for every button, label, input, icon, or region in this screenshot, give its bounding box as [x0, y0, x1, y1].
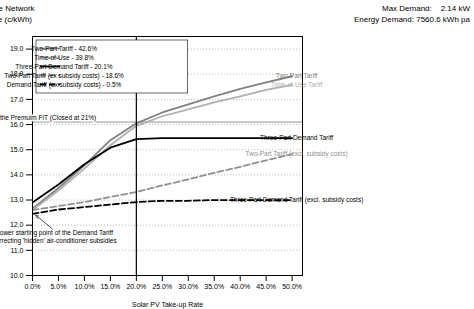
svg-text:0.0%: 0.0% — [25, 283, 41, 290]
svg-text:Energy Demand: 7560.6 kWh pa: Energy Demand: 7560.6 kWh pa — [354, 15, 471, 24]
svg-text:5.0%: 5.0% — [50, 283, 66, 290]
svg-text:15.0: 15.0 — [10, 146, 24, 153]
svg-text:Two-Part Tariff (excl. subsidy: Two-Part Tariff (excl. subsidy costs) — [246, 150, 348, 158]
svg-text:10.0: 10.0 — [10, 272, 24, 279]
svg-text:10.0%: 10.0% — [74, 283, 94, 290]
svg-text:Time-of-Use - 39.8%: Time-of-Use - 39.8% — [34, 54, 94, 61]
svg-text:Solar PV Take-up Rate: Solar PV Take-up Rate — [132, 301, 203, 309]
svg-text:35.0%: 35.0% — [204, 283, 224, 290]
svg-text:Demand Tariff (ex subsidy cost: Demand Tariff (ex subsidy costs) - 0.5% — [7, 81, 122, 89]
svg-text:Two-Part Tariff - 42.6%: Two-Part Tariff - 42.6% — [31, 45, 97, 52]
svg-text:25.0%: 25.0% — [152, 283, 172, 290]
svg-text:Max Demand: 2.14 kW: Max Demand: 2.14 kW — [382, 4, 470, 13]
svg-text:15.0%: 15.0% — [100, 283, 120, 290]
svg-text:14.0: 14.0 — [10, 171, 24, 178]
svg-text:Two-Part Tariff (ex subsidy co: Two-Part Tariff (ex subsidy costs) - 18.… — [4, 72, 124, 80]
svg-text:16.0: 16.0 — [10, 121, 24, 128]
svg-text:30.0%: 30.0% — [178, 283, 198, 290]
svg-text:20.0%: 20.0% — [126, 283, 146, 290]
svg-text:Charge (c/kWh): Charge (c/kWh) — [0, 15, 32, 24]
svg-text:17.0: 17.0 — [10, 96, 24, 103]
svg-text:19.0: 19.0 — [10, 45, 24, 52]
svg-text:Average Network: Average Network — [0, 4, 36, 13]
svg-text:Three-Part Demand Tariff - 20.: Three-Part Demand Tariff - 20.1% — [15, 63, 113, 70]
svg-text:45.0%: 45.0% — [256, 283, 276, 290]
svg-text:Three-Part Demand Tariff: Three-Part Demand Tariff — [260, 134, 333, 141]
svg-text:Two-Part Tariff: Two-Part Tariff — [276, 72, 318, 79]
svg-text:11.0: 11.0 — [10, 247, 23, 254]
svg-text:40.0%: 40.0% — [230, 283, 250, 290]
svg-text:Lower starting point of the De: Lower starting point of the Demand Tarif… — [0, 229, 117, 245]
svg-text:12.0: 12.0 — [10, 221, 24, 228]
svg-text:Range of the Premuim FiT (Clos: Range of the Premuim FiT (Closed at 21%) — [0, 114, 96, 122]
svg-text:Time-of-Use Tariff: Time-of-Use Tariff — [271, 81, 322, 88]
svg-text:13.0: 13.0 — [10, 196, 24, 203]
svg-text:Three-Part Demand Tariff (excl: Three-Part Demand Tariff (excl. subsidy … — [230, 196, 363, 204]
svg-text:50.0%: 50.0% — [282, 283, 302, 290]
